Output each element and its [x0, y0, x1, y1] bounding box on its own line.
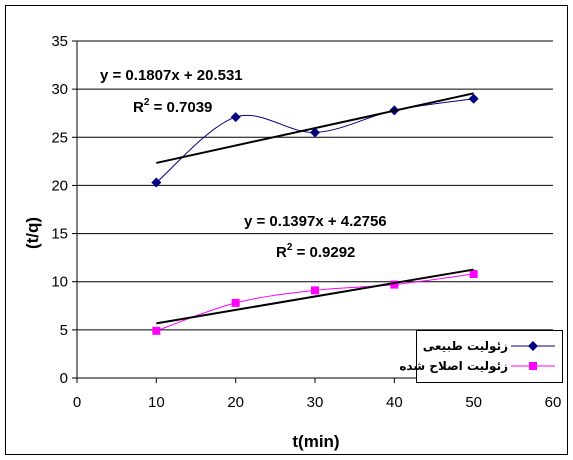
y-tick-label-4: 20 [51, 177, 68, 194]
series-1-point-1 [231, 298, 240, 307]
y-tick-label-5: 25 [51, 129, 68, 146]
series-1-point-0 [152, 326, 161, 335]
series-0-point-1 [230, 112, 241, 123]
r2-natural-value: = 0.7039 [149, 99, 212, 116]
legend-label-modified: زئولیت اصلاح شده [399, 359, 508, 374]
series-1-point-3 [390, 280, 399, 289]
trendline-1 [156, 268, 474, 325]
series-0-point-2 [310, 127, 320, 138]
x-axis-title: t(min) [292, 432, 339, 451]
r2-natural-label: R [133, 99, 144, 116]
r2-modified: R2 = 0.9292 [276, 242, 355, 261]
legend: زئولیت طبیعی زئولیت اصلاح شده [399, 330, 563, 383]
trendline-equation-natural: y = 0.1807x + 20.531 R2 = 0.7039 [100, 67, 243, 116]
x-tick-label-2: 20 [227, 394, 244, 411]
r2-modified-label: R [276, 244, 287, 261]
series-0-point-0 [151, 177, 162, 188]
trendline-0 [156, 92, 474, 164]
r2-natural: R2 = 0.7039 [133, 97, 212, 116]
y-tick-label-7: 35 [51, 33, 68, 50]
legend-label-natural: زئولیت طبیعی [423, 339, 508, 354]
legend-marker-natural [528, 341, 538, 351]
legend-marker-modified [529, 362, 537, 370]
x-tick-label-6: 60 [545, 394, 562, 411]
trendline-equation-modified: y = 0.1397x + 4.2756 R2 = 0.9292 [244, 213, 387, 261]
x-tick-label-5: 50 [465, 394, 482, 411]
r2-modified-value: = 0.9292 [292, 244, 355, 261]
x-tick-label-1: 10 [148, 394, 165, 411]
chart-outer-border [5, 5, 568, 455]
y-tick-label-6: 30 [51, 81, 68, 98]
y-tick-label-1: 5 [60, 322, 68, 339]
r2-natural-superscript: 2 [144, 97, 150, 108]
y-tick-label-2: 10 [51, 274, 68, 291]
series-0-point-4 [468, 93, 479, 104]
y-tick-label-3: 15 [51, 226, 68, 243]
equation-natural: y = 0.1807x + 20.531 [100, 67, 243, 84]
y-tick-label-0: 0 [60, 370, 68, 387]
x-tick-label-0: 0 [73, 394, 81, 411]
series-1-point-4 [469, 270, 478, 279]
y-axis-title: (t/q) [23, 217, 42, 249]
x-tick-label-4: 40 [386, 394, 403, 411]
r2-modified-superscript: 2 [287, 242, 293, 253]
series-1-point-2 [311, 286, 319, 295]
x-tick-label-3: 30 [307, 394, 324, 411]
legend-box [416, 330, 563, 383]
tick-labels: 0 5 10 15 20 25 30 35 0 10 20 30 40 50 60 [51, 33, 561, 411]
equation-modified: y = 0.1397x + 4.2756 [244, 213, 387, 230]
trendline-layer [156, 92, 474, 325]
